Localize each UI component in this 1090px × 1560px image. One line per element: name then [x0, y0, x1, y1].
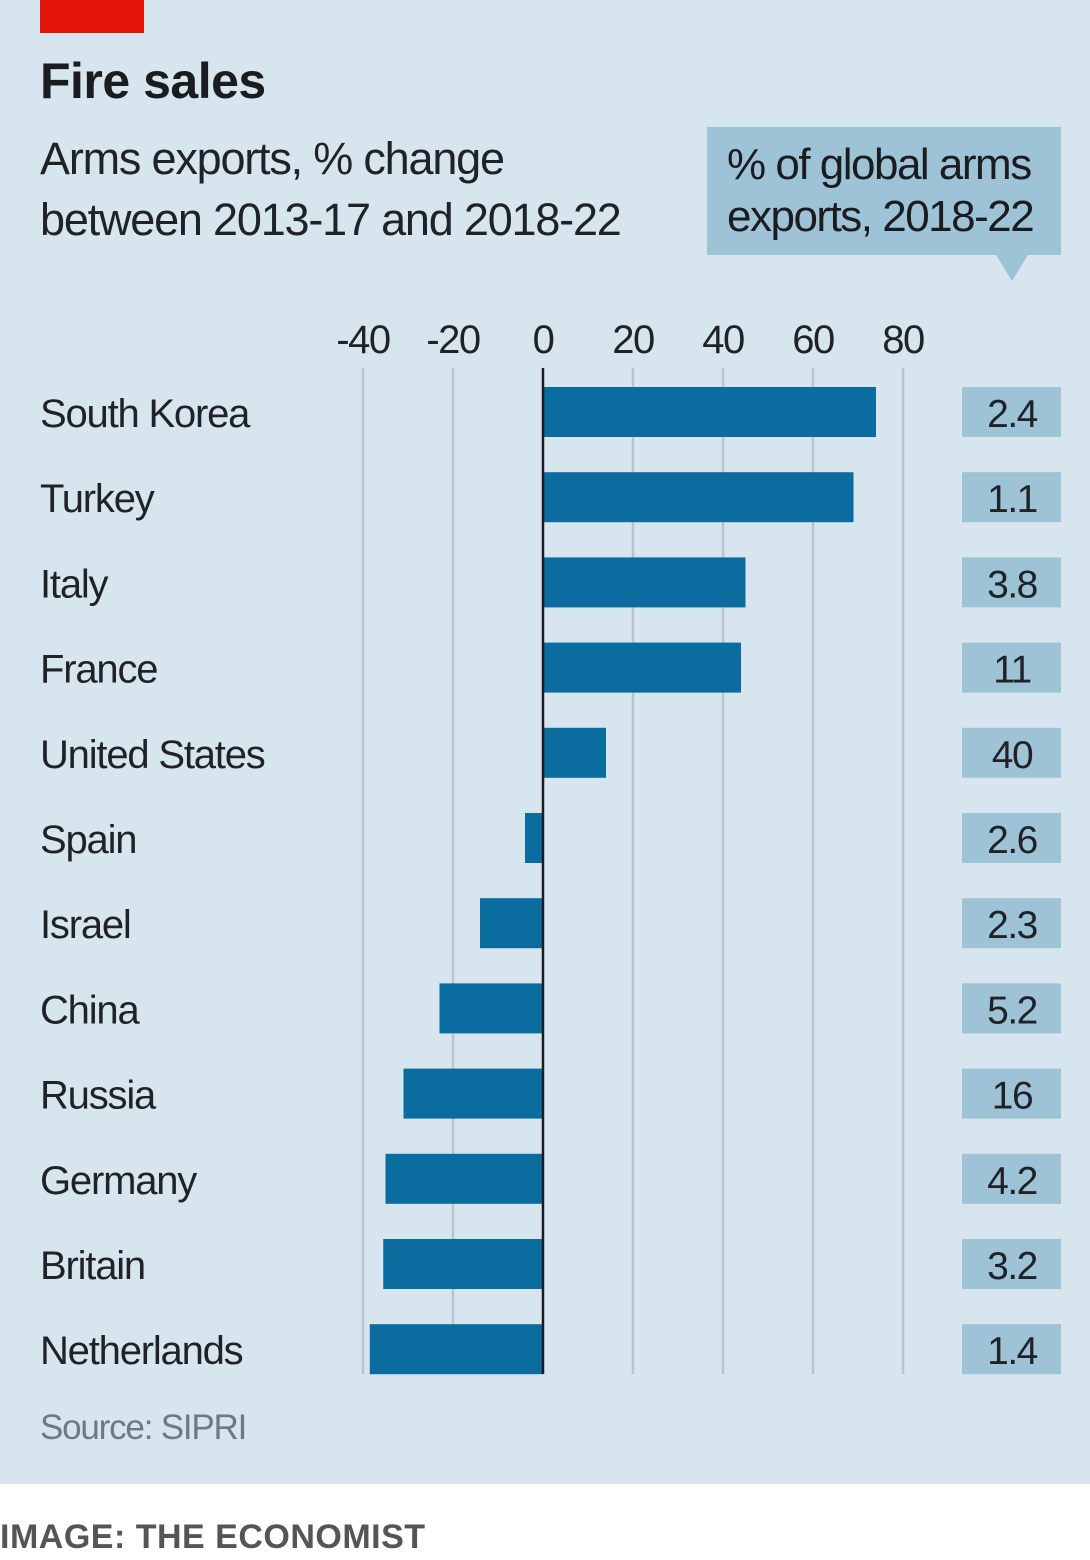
share-value-label: 2.6	[987, 819, 1037, 862]
share-value-label: 16	[992, 1075, 1032, 1118]
share-value-box	[962, 642, 1061, 693]
subtitle-line-2: between 2013-17 and 2018-22	[40, 194, 622, 245]
share-column-header-text: % of global arms exports, 2018-22	[727, 139, 1035, 243]
bar	[543, 557, 746, 608]
callout-line-1: % of global arms	[727, 140, 1032, 189]
category-label: Netherlands	[40, 1329, 243, 1373]
share-value-label: 5.2	[987, 989, 1037, 1032]
bar	[543, 727, 606, 778]
share-value-box	[962, 1239, 1061, 1289]
category-label: United States	[40, 733, 265, 777]
share-value-box	[962, 983, 1061, 1034]
share-value-box	[962, 557, 1061, 608]
share-value-label: 3.8	[987, 563, 1037, 606]
chart-subtitle: Arms exports, % change between 2013-17 a…	[40, 128, 680, 250]
share-value-box	[962, 1153, 1061, 1204]
callout-line-2: exports, 2018-22	[727, 192, 1035, 241]
bar	[543, 387, 876, 437]
share-value-box	[962, 387, 1061, 437]
share-value-box	[962, 472, 1061, 523]
category-label: Italy	[40, 562, 109, 606]
image-credit: IMAGE: THE ECONOMIST	[0, 1518, 426, 1556]
category-label: Turkey	[40, 477, 155, 521]
bar	[543, 472, 854, 523]
bar	[480, 898, 543, 949]
share-value-label: 3.2	[987, 1245, 1037, 1288]
x-tick-label: 40	[702, 318, 744, 362]
x-tick-label: 20	[612, 318, 654, 362]
share-value-label: 1.1	[987, 478, 1037, 521]
category-label: Germany	[40, 1159, 197, 1203]
share-values: 2.4 1.1 3.8 11 40 2.6 2.3 5.2 16 4.2 3.2 1.4	[962, 387, 1061, 1375]
category-label: Britain	[40, 1244, 145, 1288]
share-value-label: 4.2	[987, 1160, 1037, 1203]
bar-chart: -40 -20 0 20 40 60 80 South Korea Turkey Italy Fr…	[40, 318, 1061, 1375]
category-label: Spain	[40, 818, 136, 862]
share-value-label: 40	[992, 734, 1033, 777]
bar	[525, 813, 543, 863]
category-label: South Korea	[40, 392, 251, 436]
share-value-box	[962, 1324, 1061, 1375]
share-value-box	[962, 813, 1061, 863]
share-value-box	[962, 1068, 1061, 1119]
category-label: China	[40, 988, 140, 1032]
share-value-label: 1.4	[987, 1330, 1038, 1373]
x-tick-label: 60	[792, 318, 834, 362]
share-value-label: 2.4	[987, 393, 1038, 436]
x-axis-ticks: -40 -20 0 20 40 60 80	[336, 318, 925, 362]
source-note: Source: SIPRI	[40, 1408, 247, 1447]
x-tick-label: -40	[336, 318, 390, 362]
category-label: Russia	[40, 1074, 157, 1118]
category-label: France	[40, 648, 157, 692]
gridlines	[361, 368, 905, 1374]
x-tick-label: -20	[426, 318, 480, 362]
share-value-label: 2.3	[987, 904, 1037, 947]
bar	[369, 1324, 543, 1375]
bar	[543, 642, 741, 693]
bar	[385, 1153, 543, 1204]
share-value-label: 11	[993, 649, 1031, 692]
share-column-header: % of global arms exports, 2018-22	[707, 127, 1061, 255]
category-labels: South Korea Turkey Italy France United State…	[40, 392, 266, 1373]
category-label: Israel	[40, 903, 131, 947]
x-tick-label: 0	[533, 318, 554, 362]
economist-red-tag	[40, 0, 144, 33]
subtitle-line-1: Arms exports, % change	[40, 133, 505, 184]
share-value-box	[962, 898, 1061, 949]
bar	[383, 1239, 543, 1289]
callout-pointer	[996, 255, 1028, 281]
bar	[403, 1068, 543, 1119]
bars	[369, 387, 876, 1375]
x-tick-label: 80	[882, 318, 924, 362]
bar	[439, 983, 543, 1034]
share-value-box	[962, 727, 1061, 778]
chart-title: Fire sales	[40, 53, 266, 109]
chart-panel: Fire sales Arms exports, % change betwee…	[0, 0, 1090, 1484]
